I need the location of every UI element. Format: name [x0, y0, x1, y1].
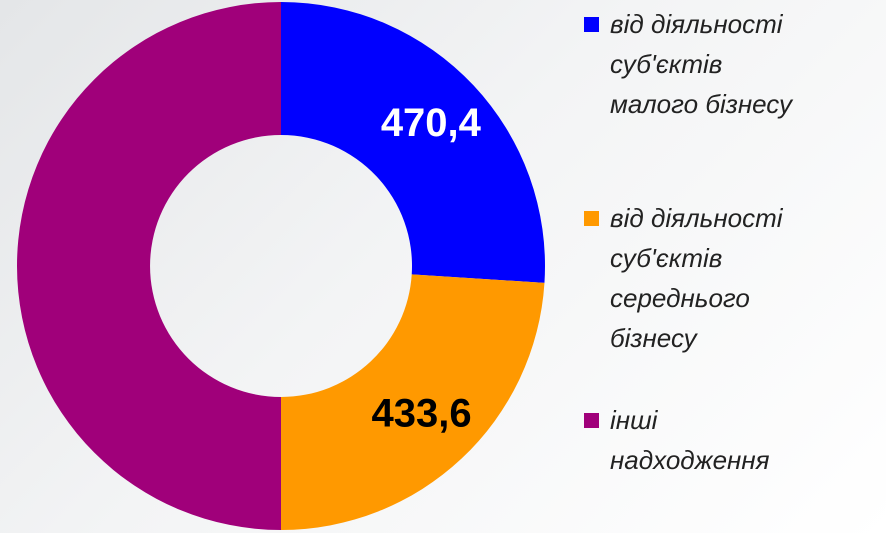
donut-segment: [17, 2, 281, 530]
value-label: 470,4: [381, 101, 482, 145]
value-label: 433,6: [372, 391, 472, 435]
legend-swatch: [584, 211, 599, 226]
donut-segment: [281, 2, 545, 283]
chart: 470,4 433,6: [17, 2, 545, 530]
legend-item: інші надходження: [584, 400, 884, 480]
legend-item: від діяльності суб'єктів малого бізнесу: [584, 4, 884, 124]
legend-swatch: [584, 413, 599, 428]
legend-label: від діяльності суб'єктів середнього бізн…: [610, 203, 783, 353]
legend-swatch: [584, 17, 599, 32]
donut-segment: [281, 274, 545, 530]
legend-label: від діяльності суб'єктів малого бізнесу: [610, 9, 792, 119]
legend-label: інші надходження: [610, 405, 770, 475]
legend-item: від діяльності суб'єктів середнього бізн…: [584, 198, 884, 358]
